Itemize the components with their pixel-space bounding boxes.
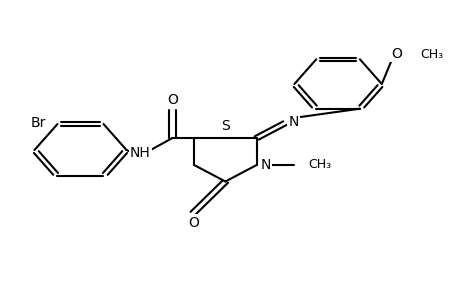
Text: S: S <box>220 119 230 133</box>
Text: CH₃: CH₃ <box>308 158 330 172</box>
Text: O: O <box>167 94 178 107</box>
Text: O: O <box>187 216 198 230</box>
Text: N: N <box>288 115 298 128</box>
Text: NH: NH <box>129 146 151 160</box>
Text: N: N <box>260 158 270 172</box>
Text: Br: Br <box>31 116 46 130</box>
Text: CH₃: CH₃ <box>420 47 442 61</box>
Text: O: O <box>390 47 401 61</box>
